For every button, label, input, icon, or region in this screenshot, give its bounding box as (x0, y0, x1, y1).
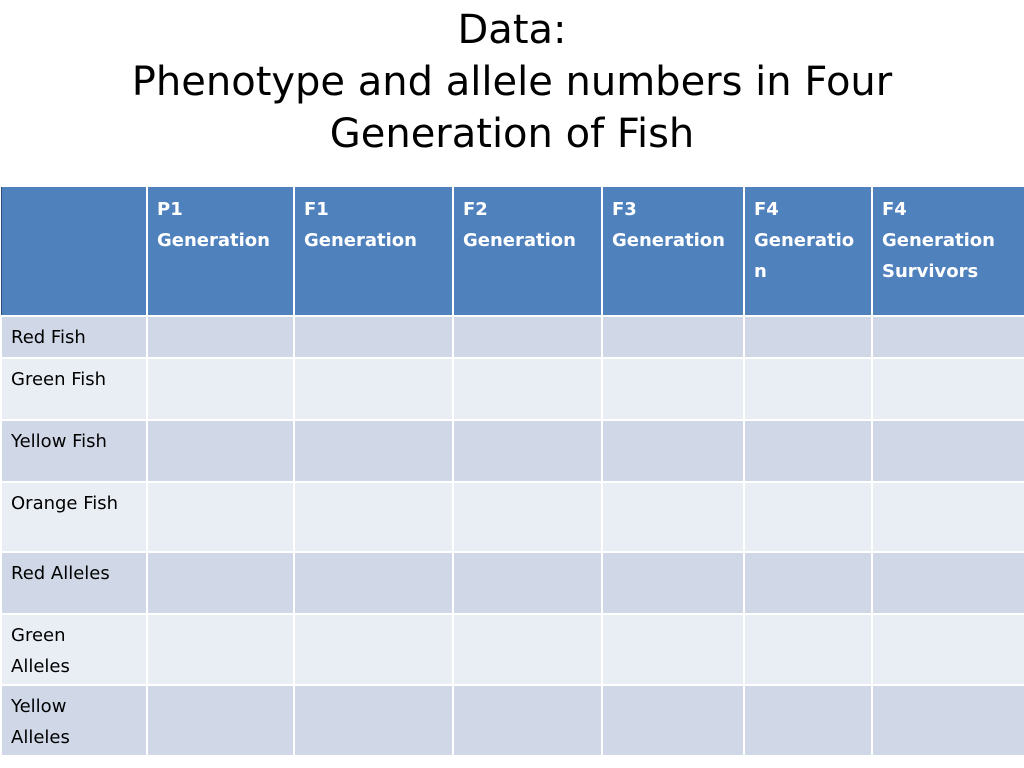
table-row: Red Fish (0, 315, 1024, 359)
data-cell[interactable] (293, 315, 454, 359)
column-header-f3: F3 Generation (601, 185, 745, 317)
data-cell[interactable] (743, 315, 873, 359)
data-cell[interactable] (146, 357, 295, 421)
slide-title: Data: Phenotype and allele numbers in Fo… (0, 4, 1024, 160)
header-row: P1 Generation F1 Generation F2 Generatio… (0, 185, 1024, 317)
row-label-line: Red Fish (11, 327, 86, 348)
data-cell[interactable] (452, 315, 603, 359)
data-cell[interactable] (452, 419, 603, 483)
data-cell[interactable] (146, 315, 295, 359)
title-line-1: Data: (457, 7, 567, 53)
data-cell[interactable] (293, 551, 454, 615)
column-header-line: Generatio (754, 230, 855, 251)
column-header-f1: F1 Generation (293, 185, 454, 317)
row-label-red-fish: Red Fish (0, 315, 148, 359)
row-label-yellow-fish: Yellow Fish (0, 419, 148, 483)
title-line-2: Phenotype and allele numbers in Four (131, 59, 893, 105)
data-cell[interactable] (871, 481, 1024, 553)
column-header-line: Generation (463, 230, 576, 251)
data-cell[interactable] (601, 481, 745, 553)
table-row: Red Alleles (0, 551, 1024, 615)
column-header-line: Generation (157, 230, 270, 251)
data-cell[interactable] (601, 684, 745, 757)
table-row: Yellow Alleles (0, 684, 1024, 757)
data-table: P1 Generation F1 Generation F2 Generatio… (0, 185, 1024, 757)
data-cell[interactable] (601, 315, 745, 359)
data-cell[interactable] (743, 419, 873, 483)
row-label-green-fish: Green Fish (0, 357, 148, 421)
data-cell[interactable] (146, 684, 295, 757)
data-cell[interactable] (293, 613, 454, 686)
row-label-line: Alleles (11, 656, 70, 677)
row-label-line: Yellow (11, 696, 67, 717)
data-cell[interactable] (743, 357, 873, 421)
data-cell[interactable] (601, 551, 745, 615)
data-cell[interactable] (452, 481, 603, 553)
row-label-yellow-alleles: Yellow Alleles (0, 684, 148, 757)
column-header-line: n (754, 261, 767, 282)
data-cell[interactable] (871, 551, 1024, 615)
data-cell[interactable] (743, 551, 873, 615)
data-cell[interactable] (871, 684, 1024, 757)
column-header-f2: F2 Generation (452, 185, 603, 317)
column-header-line: Generation (612, 230, 725, 251)
data-cell[interactable] (452, 357, 603, 421)
data-cell[interactable] (601, 419, 745, 483)
column-header-line: F4 (882, 199, 907, 220)
header-corner-cell (0, 185, 148, 317)
column-header-line: F4 (754, 199, 779, 220)
row-label-line: Alleles (11, 727, 70, 748)
data-cell[interactable] (871, 357, 1024, 421)
data-cell[interactable] (452, 613, 603, 686)
data-cell[interactable] (871, 613, 1024, 686)
data-cell[interactable] (146, 551, 295, 615)
column-header-line: F3 (612, 199, 637, 220)
row-label-line: Red Alleles (11, 563, 110, 584)
data-cell[interactable] (293, 357, 454, 421)
data-cell[interactable] (601, 357, 745, 421)
title-line-3: Generation of Fish (329, 111, 695, 157)
column-header-line: Survivors (882, 261, 979, 282)
data-cell[interactable] (293, 684, 454, 757)
row-label-green-alleles: Green Alleles (0, 613, 148, 686)
row-label-red-alleles: Red Alleles (0, 551, 148, 615)
data-cell[interactable] (146, 419, 295, 483)
data-cell[interactable] (293, 481, 454, 553)
data-cell[interactable] (293, 419, 454, 483)
column-header-line: Generation (882, 230, 995, 251)
row-label-line: Orange Fish (11, 493, 119, 514)
data-cell[interactable] (146, 481, 295, 553)
column-header-line: Generation (304, 230, 417, 251)
column-header-line: F1 (304, 199, 329, 220)
data-cell[interactable] (871, 315, 1024, 359)
column-header-f4: F4 Generatio n (743, 185, 873, 317)
row-label-line: Green Fish (11, 369, 107, 390)
row-label-orange-fish: Orange Fish (0, 481, 148, 553)
column-header-f4-survivors: F4 Generation Survivors (871, 185, 1024, 317)
column-header-line: F2 (463, 199, 488, 220)
table-row: Orange Fish (0, 481, 1024, 553)
data-cell[interactable] (743, 684, 873, 757)
data-cell[interactable] (452, 684, 603, 757)
table-row: Green Fish (0, 357, 1024, 421)
column-header-line: P1 (157, 199, 183, 220)
data-cell[interactable] (146, 613, 295, 686)
table-row: Yellow Fish (0, 419, 1024, 483)
data-cell[interactable] (601, 613, 745, 686)
data-cell[interactable] (452, 551, 603, 615)
data-cell[interactable] (743, 613, 873, 686)
data-cell[interactable] (871, 419, 1024, 483)
table-row: Green Alleles (0, 613, 1024, 686)
data-cell[interactable] (743, 481, 873, 553)
column-header-p1: P1 Generation (146, 185, 295, 317)
row-label-line: Green (11, 625, 66, 646)
row-label-line: Yellow Fish (11, 431, 107, 452)
